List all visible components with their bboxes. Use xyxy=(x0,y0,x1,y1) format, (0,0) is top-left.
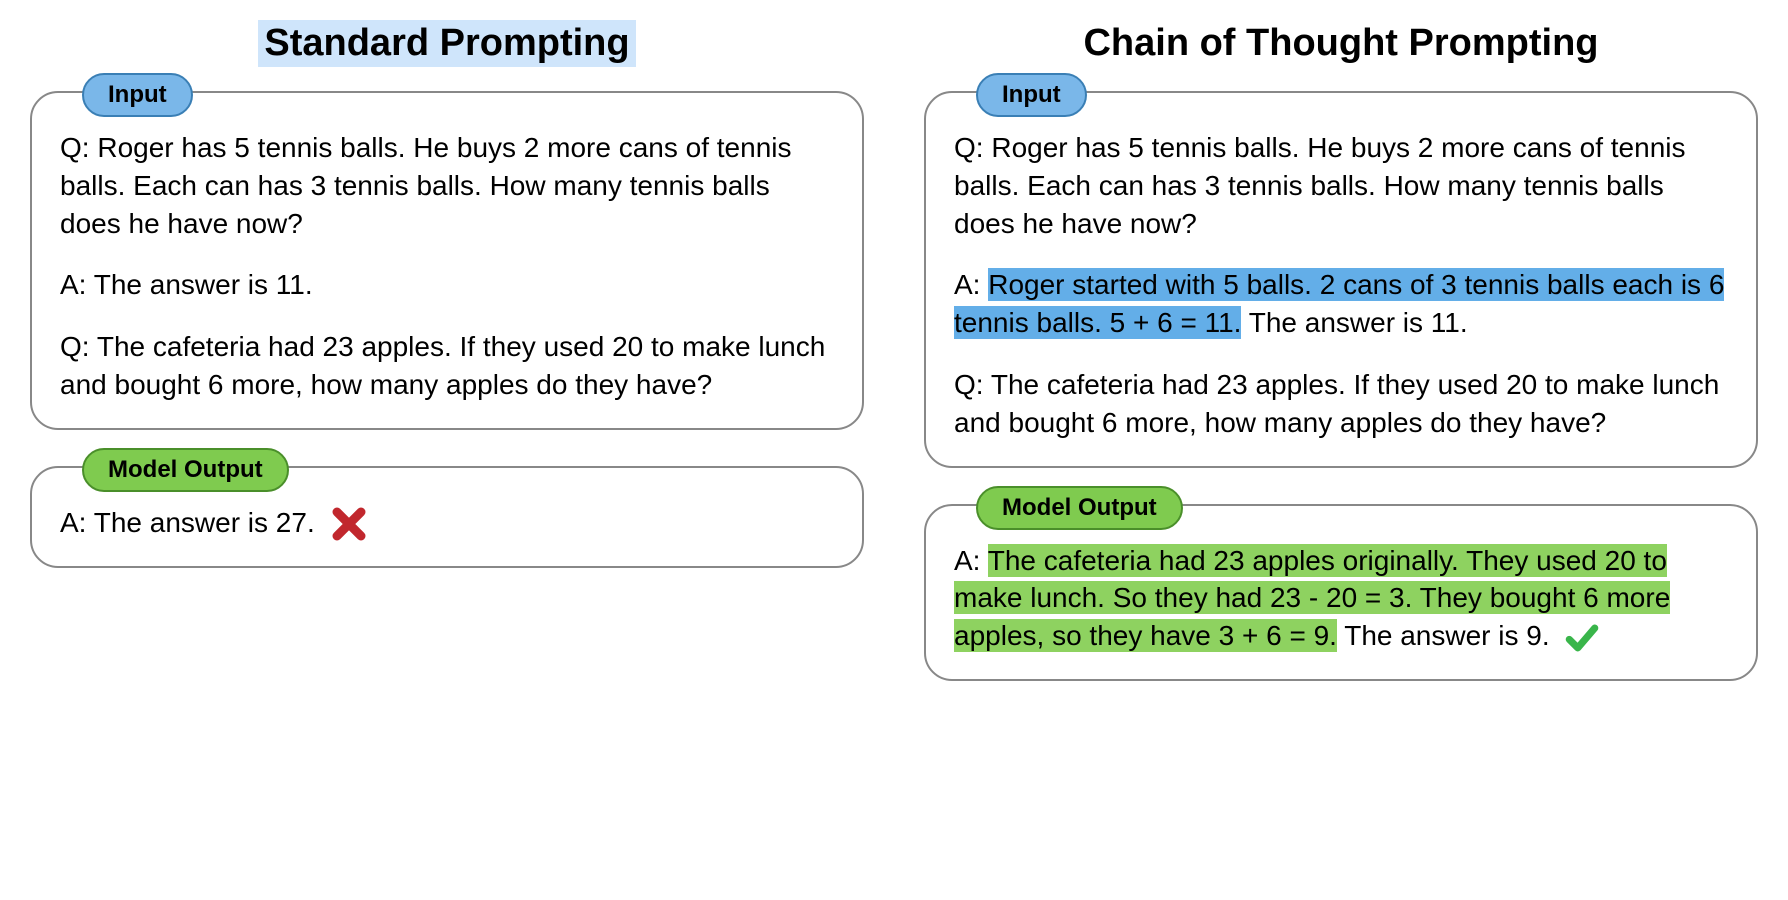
a-tail-text: The answer is 9. xyxy=(1337,620,1550,651)
q-text: The cafeteria had 23 apples. If they use… xyxy=(60,331,825,400)
q-prefix: Q: xyxy=(954,369,991,400)
input-label: Input xyxy=(976,73,1087,117)
output-text: A: The answer is 27. xyxy=(60,504,834,543)
output-label: Model Output xyxy=(976,486,1183,530)
a-prefix: A: xyxy=(60,269,94,300)
q-prefix: Q: xyxy=(60,132,97,163)
right-title: Chain of Thought Prompting xyxy=(1077,20,1604,67)
qa-para: Q: Roger has 5 tennis balls. He buys 2 m… xyxy=(60,129,834,242)
check-icon xyxy=(1565,621,1599,655)
a-text: The answer is 27. xyxy=(94,507,315,538)
qa-para: Q: The cafeteria had 23 apples. If they … xyxy=(60,328,834,404)
qa-para: Q: Roger has 5 tennis balls. He buys 2 m… xyxy=(954,129,1728,242)
a-highlight-text: The cafeteria had 23 apples originally. … xyxy=(954,544,1670,653)
left-input-card: Input Q: Roger has 5 tennis balls. He bu… xyxy=(30,91,864,430)
cross-icon xyxy=(331,506,367,542)
q-prefix: Q: xyxy=(954,132,991,163)
right-input-card: Input Q: Roger has 5 tennis balls. He bu… xyxy=(924,91,1758,468)
left-output-card: Model Output A: The answer is 27. xyxy=(30,466,864,569)
right-input-body: Q: Roger has 5 tennis balls. He buys 2 m… xyxy=(954,129,1728,442)
qa-para: Q: The cafeteria had 23 apples. If they … xyxy=(954,366,1728,442)
a-prefix: A: xyxy=(954,545,988,576)
q-prefix: Q: xyxy=(60,331,97,362)
right-output-card: Model Output A: The cafeteria had 23 app… xyxy=(924,504,1758,681)
right-output-body: A: The cafeteria had 23 apples originall… xyxy=(954,542,1728,655)
comparison-columns: Standard Prompting Input Q: Roger has 5 … xyxy=(30,20,1758,717)
left-input-body: Q: Roger has 5 tennis balls. He buys 2 m… xyxy=(60,129,834,404)
output-label: Model Output xyxy=(82,448,289,492)
left-column: Standard Prompting Input Q: Roger has 5 … xyxy=(30,20,864,717)
input-label: Input xyxy=(82,73,193,117)
qa-para: A: Roger started with 5 balls. 2 cans of… xyxy=(954,266,1728,342)
qa-para: A: The answer is 11. xyxy=(60,266,834,304)
q-text: The cafeteria had 23 apples. If they use… xyxy=(954,369,1719,438)
a-prefix: A: xyxy=(954,269,988,300)
a-prefix: A: xyxy=(60,507,94,538)
left-output-body: A: The answer is 27. xyxy=(60,504,834,543)
a-tail-text: The answer is 11. xyxy=(1241,307,1467,338)
q-text: Roger has 5 tennis balls. He buys 2 more… xyxy=(60,132,792,239)
right-column: Chain of Thought Prompting Input Q: Roge… xyxy=(924,20,1758,717)
q-text: Roger has 5 tennis balls. He buys 2 more… xyxy=(954,132,1686,239)
a-text: The answer is 11. xyxy=(94,269,313,300)
left-title: Standard Prompting xyxy=(258,20,635,67)
